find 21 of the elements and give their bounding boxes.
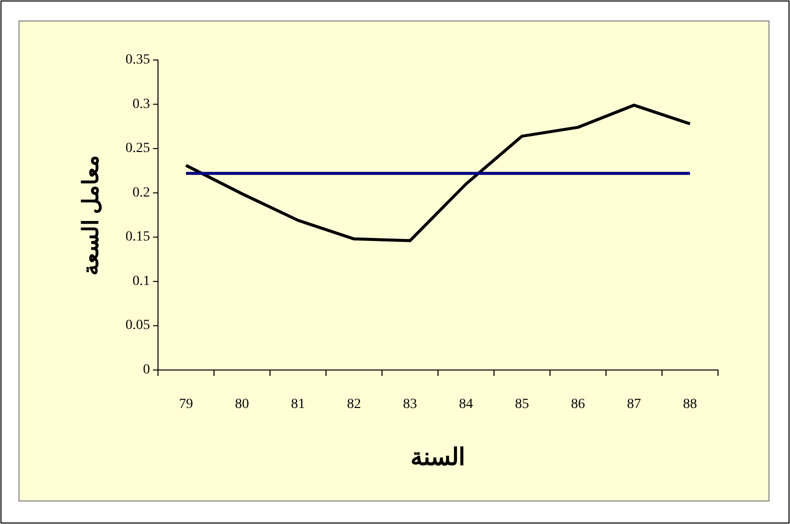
x-tick-label: 80 bbox=[235, 397, 249, 412]
y-tick-label: 0.05 bbox=[126, 318, 150, 334]
y-axis-title: معامل السعة bbox=[78, 154, 103, 276]
x-tick-label: 81 bbox=[291, 397, 305, 412]
y-tick-label: 0.15 bbox=[126, 230, 150, 245]
x-tick-label: 87 bbox=[627, 397, 641, 412]
x-tick-label: 83 bbox=[403, 397, 417, 412]
y-tick-label: 0.1 bbox=[132, 274, 150, 289]
y-tick-label: 0.2 bbox=[132, 185, 150, 200]
x-axis-title: السنة bbox=[410, 445, 466, 471]
x-tick-label: 82 bbox=[347, 397, 361, 412]
y-tick-label: 0.3 bbox=[132, 96, 150, 112]
x-tick-label: 84 bbox=[459, 397, 473, 412]
x-tick-label: 88 bbox=[683, 397, 697, 412]
line-series bbox=[184, 104, 692, 242]
x-tick-label: 86 bbox=[571, 397, 585, 412]
y-tick-label: 0 bbox=[143, 362, 150, 378]
x-tick-label: 79 bbox=[179, 397, 193, 412]
y-tick-label: 0.25 bbox=[126, 141, 150, 156]
x-tick-label: 85 bbox=[515, 397, 529, 412]
y-tick-label: 0.35 bbox=[126, 52, 150, 68]
